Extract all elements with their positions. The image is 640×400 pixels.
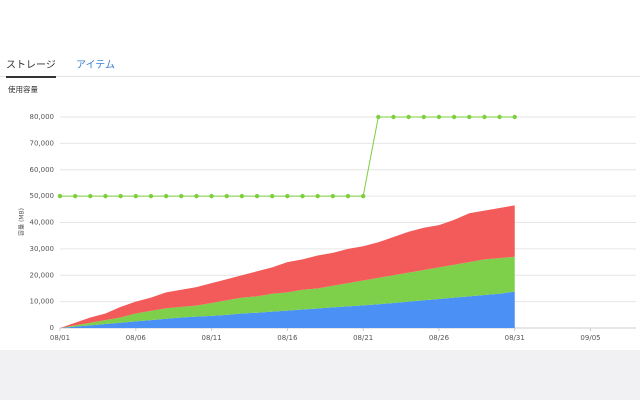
y-tick-label: 60,000	[30, 166, 55, 174]
chart: 使用容量 容量 (MB) 0 10,000 20,000 30,000 40,000 50…	[8, 84, 636, 342]
limit-point	[345, 193, 351, 199]
limit-point	[148, 193, 154, 199]
limit-point	[391, 114, 396, 120]
y-tick-label: 30,000	[30, 245, 55, 253]
x-tick-label: 08/21	[353, 334, 373, 342]
x-tick-label: 08/06	[126, 334, 147, 342]
limit-point	[436, 114, 442, 120]
limit-point	[512, 114, 517, 120]
x-tick-label: 09/05	[580, 334, 600, 342]
y-tick-label: 80,000	[30, 113, 55, 121]
y-tick-label: 50,000	[30, 192, 55, 200]
tab[interactable]: アイテム	[76, 60, 115, 71]
limit-point	[103, 193, 108, 199]
y-tick-label: 70,000	[30, 139, 55, 147]
tab[interactable]: ストレージ	[6, 56, 56, 78]
y-axis-label: 容量 (MB)	[18, 208, 26, 236]
limit-point	[118, 193, 123, 199]
chart-title: 使用容量	[8, 84, 38, 94]
limit-point	[300, 193, 305, 199]
x-tick-label: 08/16	[277, 334, 298, 342]
limit-point	[467, 114, 472, 120]
x-tick-label: 08/26	[429, 334, 450, 342]
y-tick-label: 10,000	[30, 298, 55, 306]
area	[60, 291, 515, 328]
limit-point	[72, 193, 78, 199]
limit-point	[285, 193, 290, 199]
limit-point	[163, 193, 169, 199]
limit-point	[133, 193, 138, 199]
tab-bar: ストレージ アイテム	[0, 50, 640, 78]
limit-point	[88, 193, 93, 199]
x-tick-label: 08/31	[505, 334, 525, 342]
limit-point	[194, 193, 199, 199]
limit-point	[224, 193, 229, 199]
limit-point	[330, 193, 336, 199]
y-tick-label: 20,000	[30, 271, 55, 279]
limit-point	[482, 114, 487, 120]
limit-point	[57, 193, 63, 199]
limit-point	[209, 193, 214, 199]
y-tick-label: 0	[50, 324, 54, 332]
x-tick-label: 08/01	[50, 334, 70, 342]
limit-point	[360, 193, 366, 199]
limit-line	[60, 116, 515, 197]
limit-point	[270, 193, 275, 199]
limit-point	[451, 114, 457, 120]
limit-point	[421, 114, 426, 120]
y-tick-label: 40,000	[30, 219, 55, 227]
x-tick-label: 08/11	[201, 334, 221, 342]
area	[60, 205, 515, 328]
limit-point	[239, 193, 245, 199]
limit-point	[254, 193, 260, 199]
limit-point	[376, 114, 381, 120]
limit-point	[497, 114, 502, 120]
limit-point	[315, 193, 320, 199]
limit-point	[179, 193, 184, 199]
limit-point	[406, 114, 411, 120]
